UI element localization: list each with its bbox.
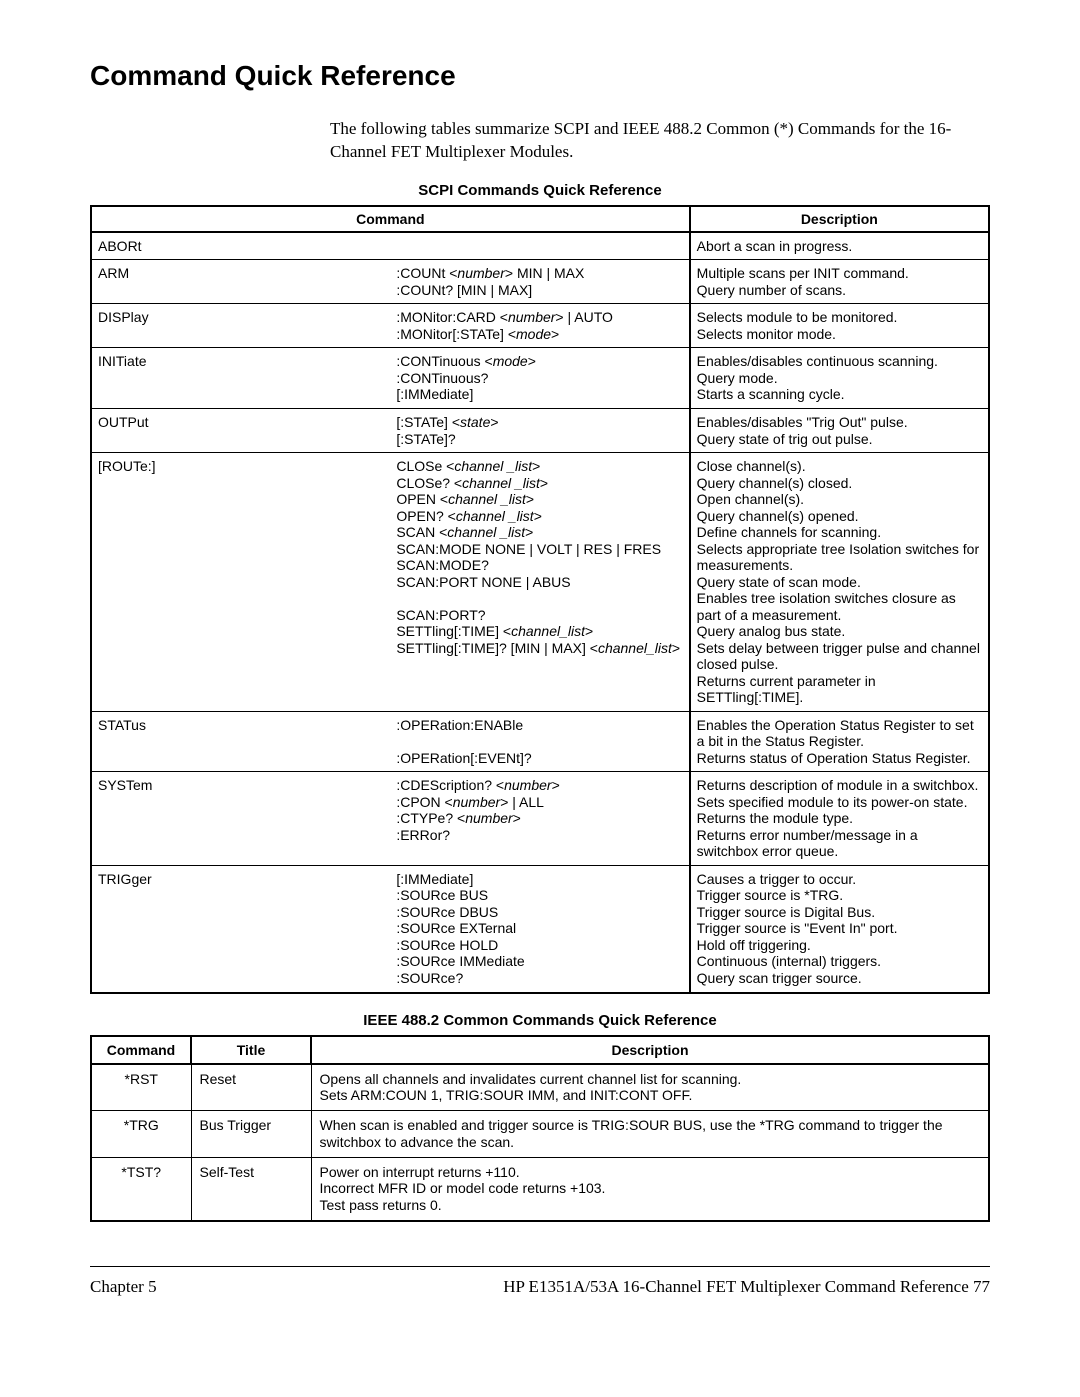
ieee-description: Opens all channels and invalidates curre… [311,1064,989,1111]
ieee-title-cell: Bus Trigger [191,1111,311,1158]
ieee-command: *TST? [91,1157,191,1221]
scpi-subcommand: CLOSe <channel _list>CLOSe? <channel _li… [390,453,689,712]
footer-ref: HP E1351A/53A 16-Channel FET Multiplexer… [503,1277,990,1297]
ieee-header-title: Title [191,1036,311,1064]
scpi-header-command: Command [91,206,690,232]
scpi-command: INITiate [91,348,390,409]
scpi-subcommand: [:IMMediate]:SOURce BUS:SOURce DBUS:SOUR… [390,865,689,992]
table-row: INITiate:CONTinuous <mode>:CONTinuous?[:… [91,348,989,409]
scpi-description: Abort a scan in progress. [690,232,989,260]
scpi-command: ABORt [91,232,390,260]
ieee-header-description: Description [311,1036,989,1064]
ieee-command: *TRG [91,1111,191,1158]
scpi-description: Selects module to be monitored.Selects m… [690,304,989,348]
ieee-table-caption: IEEE 488.2 Common Commands Quick Referen… [90,1012,990,1029]
table-row: TRIGger[:IMMediate]:SOURce BUS:SOURce DB… [91,865,989,992]
table-row: SYSTem:CDEScription? <number>:CPON <numb… [91,772,989,866]
table-row: STATus:OPERation:ENABle:OPERation[:EVENt… [91,711,989,772]
scpi-command: STATus [91,711,390,772]
ieee-title-cell: Reset [191,1064,311,1111]
page-title: Command Quick Reference [90,60,990,92]
scpi-header-description: Description [690,206,989,232]
scpi-description: Multiple scans per INIT command.Query nu… [690,260,989,304]
scpi-description: Enables/disables continuous scanning.Que… [690,348,989,409]
ieee-description: Power on interrupt returns +110.Incorrec… [311,1157,989,1221]
ieee-command: *RST [91,1064,191,1111]
footer-chapter: Chapter 5 [90,1277,157,1297]
scpi-description: Close channel(s).Query channel(s) closed… [690,453,989,712]
scpi-subcommand: :CONTinuous <mode>:CONTinuous?[:IMMediat… [390,348,689,409]
scpi-subcommand [390,232,689,260]
scpi-description: Enables/disables "Trig Out" pulse.Query … [690,409,989,453]
ieee-header-command: Command [91,1036,191,1064]
scpi-command: [ROUTe:] [91,453,390,712]
scpi-description: Causes a trigger to occur.Trigger source… [690,865,989,992]
table-row: [ROUTe:]CLOSe <channel _list>CLOSe? <cha… [91,453,989,712]
scpi-command: DISPlay [91,304,390,348]
ieee-description: When scan is enabled and trigger source … [311,1111,989,1158]
ieee-table: Command Title Description *RSTResetOpens… [90,1035,990,1223]
scpi-command: ARM [91,260,390,304]
table-row: *RSTResetOpens all channels and invalida… [91,1064,989,1111]
scpi-table-caption: SCPI Commands Quick Reference [90,182,990,199]
scpi-subcommand: :CDEScription? <number>:CPON <number> | … [390,772,689,866]
scpi-command: OUTPut [91,409,390,453]
scpi-subcommand: :MONitor:CARD <number> | AUTO:MONitor[:S… [390,304,689,348]
scpi-command: SYSTem [91,772,390,866]
table-row: ABORt Abort a scan in progress. [91,232,989,260]
scpi-subcommand: [:STATe] <state>[:STATe]? [390,409,689,453]
table-row: DISPlay:MONitor:CARD <number> | AUTO:MON… [91,304,989,348]
page-footer: Chapter 5 HP E1351A/53A 16-Channel FET M… [90,1266,990,1297]
table-row: ARM:COUNt <number> MIN | MAX:COUNt? [MIN… [91,260,989,304]
table-row: *TRGBus TriggerWhen scan is enabled and … [91,1111,989,1158]
scpi-command: TRIGger [91,865,390,992]
scpi-description: Returns description of module in a switc… [690,772,989,866]
ieee-title-cell: Self-Test [191,1157,311,1221]
scpi-subcommand: :OPERation:ENABle:OPERation[:EVENt]? [390,711,689,772]
scpi-subcommand: :COUNt <number> MIN | MAX:COUNt? [MIN | … [390,260,689,304]
scpi-table: Command Description ABORt Abort a scan in… [90,205,990,994]
table-row: OUTPut[:STATe] <state>[:STATe]?Enables/d… [91,409,989,453]
table-row: *TST?Self-TestPower on interrupt returns… [91,1157,989,1221]
intro-text: The following tables summarize SCPI and … [330,118,990,164]
scpi-description: Enables the Operation Status Register to… [690,711,989,772]
